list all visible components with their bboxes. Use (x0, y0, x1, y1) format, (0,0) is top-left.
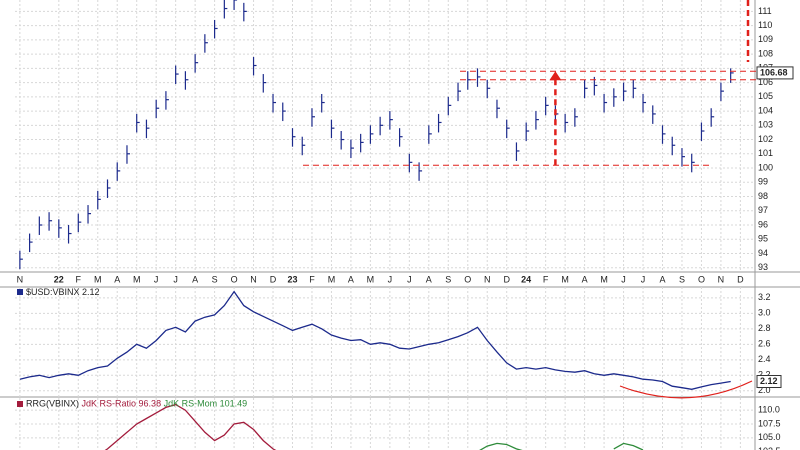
x-tick-label: S (679, 274, 685, 284)
rrg-panel (15, 398, 755, 450)
last-value-label: 2.12 (760, 376, 778, 386)
legend-entry: JdK RS-Mom 101.49 (164, 399, 248, 409)
panel-title: RRG(VBINX) JdK RS-Ratio 96.38 JdK RS-Mom… (26, 399, 247, 409)
arrow-head (549, 71, 562, 81)
x-tick-label: M (561, 274, 569, 284)
line (104, 403, 277, 450)
y-tick-label: 100 (758, 162, 773, 172)
ratio-panel (15, 287, 755, 397)
x-tick-label: S (212, 274, 218, 284)
last-value-label: 106.68 (760, 67, 788, 77)
x-tick-label: A (582, 274, 588, 284)
y-tick-label: 96 (758, 219, 768, 229)
x-tick-label: N (17, 274, 24, 284)
y-tick-label: 94 (758, 248, 768, 258)
x-tick-label: J (641, 274, 646, 284)
y-tick-label: 99 (758, 177, 768, 187)
y-tick-label: 3.0 (758, 308, 771, 318)
x-tick-label: J (407, 274, 412, 284)
y-tick-label: 2.8 (758, 323, 771, 333)
y-tick-label: 105 (758, 91, 773, 101)
x-tick-label: O (464, 274, 471, 284)
x-tick-label: N (484, 274, 491, 284)
price-panel (15, 0, 755, 272)
x-tick-label: M (94, 274, 102, 284)
y-tick-label: 2.2 (758, 370, 771, 380)
y-tick-label: 107.5 (758, 418, 781, 428)
panel-title-text: RRG(VBINX) (26, 399, 79, 409)
y-tick-label: 110.0 (758, 405, 780, 415)
x-tick-label: N (250, 274, 257, 284)
x-tick-label: J (173, 274, 178, 284)
y-tick-label: 111 (758, 6, 772, 16)
panel-title: $USD:VBINX 2.12 (26, 287, 100, 297)
x-tick-label: 22 (54, 274, 64, 284)
x-tick-label: A (659, 274, 665, 284)
x-tick-label: A (114, 274, 120, 284)
arc-annotation (619, 380, 753, 399)
x-tick-label: M (367, 274, 375, 284)
y-tick-label: 3.2 (758, 292, 771, 302)
y-tick-label: 103 (758, 120, 773, 130)
x-tick-label: D (503, 274, 510, 284)
line (19, 290, 731, 390)
x-tick-label: D (737, 274, 744, 284)
y-tick-label: 93 (758, 262, 768, 272)
x-tick-label: M (328, 274, 336, 284)
y-tick-label: 108 (758, 48, 773, 58)
y-tick-label: 2.6 (758, 339, 771, 349)
x-tick-label: J (621, 274, 626, 284)
last-value-box (756, 66, 794, 80)
legend-swatch (17, 289, 23, 295)
x-tick-label: F (76, 274, 82, 284)
x-tick-label: S (445, 274, 451, 284)
y-tick-label: 104 (758, 105, 773, 115)
line (479, 442, 644, 450)
legend-swatch (17, 401, 23, 407)
y-tick-label: 97 (758, 205, 768, 215)
x-tick-label: O (231, 274, 238, 284)
x-tick-label: A (348, 274, 354, 284)
x-tick-label: 23 (287, 274, 297, 284)
x-tick-label: O (698, 274, 705, 284)
y-tick-label: 2.4 (758, 354, 771, 364)
y-tick-label: 2.0 (758, 385, 771, 395)
y-tick-label: 98 (758, 191, 768, 201)
y-tick-label: 102 (758, 134, 773, 144)
y-tick-label: 95 (758, 234, 768, 244)
x-tick-label: D (270, 274, 277, 284)
y-tick-label: 105.0 (758, 432, 781, 442)
legend-entry: JdK RS-Ratio 96.38 (82, 399, 162, 409)
x-tick-label: A (426, 274, 432, 284)
x-tick-label: J (388, 274, 393, 284)
x-tick-label: F (543, 274, 549, 284)
x-tick-label: 24 (521, 274, 531, 284)
x-tick-label: M (133, 274, 141, 284)
y-tick-label: 110 (758, 20, 772, 30)
x-tick-label: A (192, 274, 198, 284)
y-tick-label: 102.5 (758, 446, 781, 450)
x-tick-label: J (154, 274, 159, 284)
x-tick-label: F (309, 274, 315, 284)
last-value-box (756, 375, 782, 389)
x-tick-label: M (600, 274, 608, 284)
x-tick-label: N (718, 274, 725, 284)
y-tick-label: 101 (758, 148, 773, 158)
y-tick-label: 106 (758, 77, 773, 87)
y-tick-label: 109 (758, 34, 773, 44)
